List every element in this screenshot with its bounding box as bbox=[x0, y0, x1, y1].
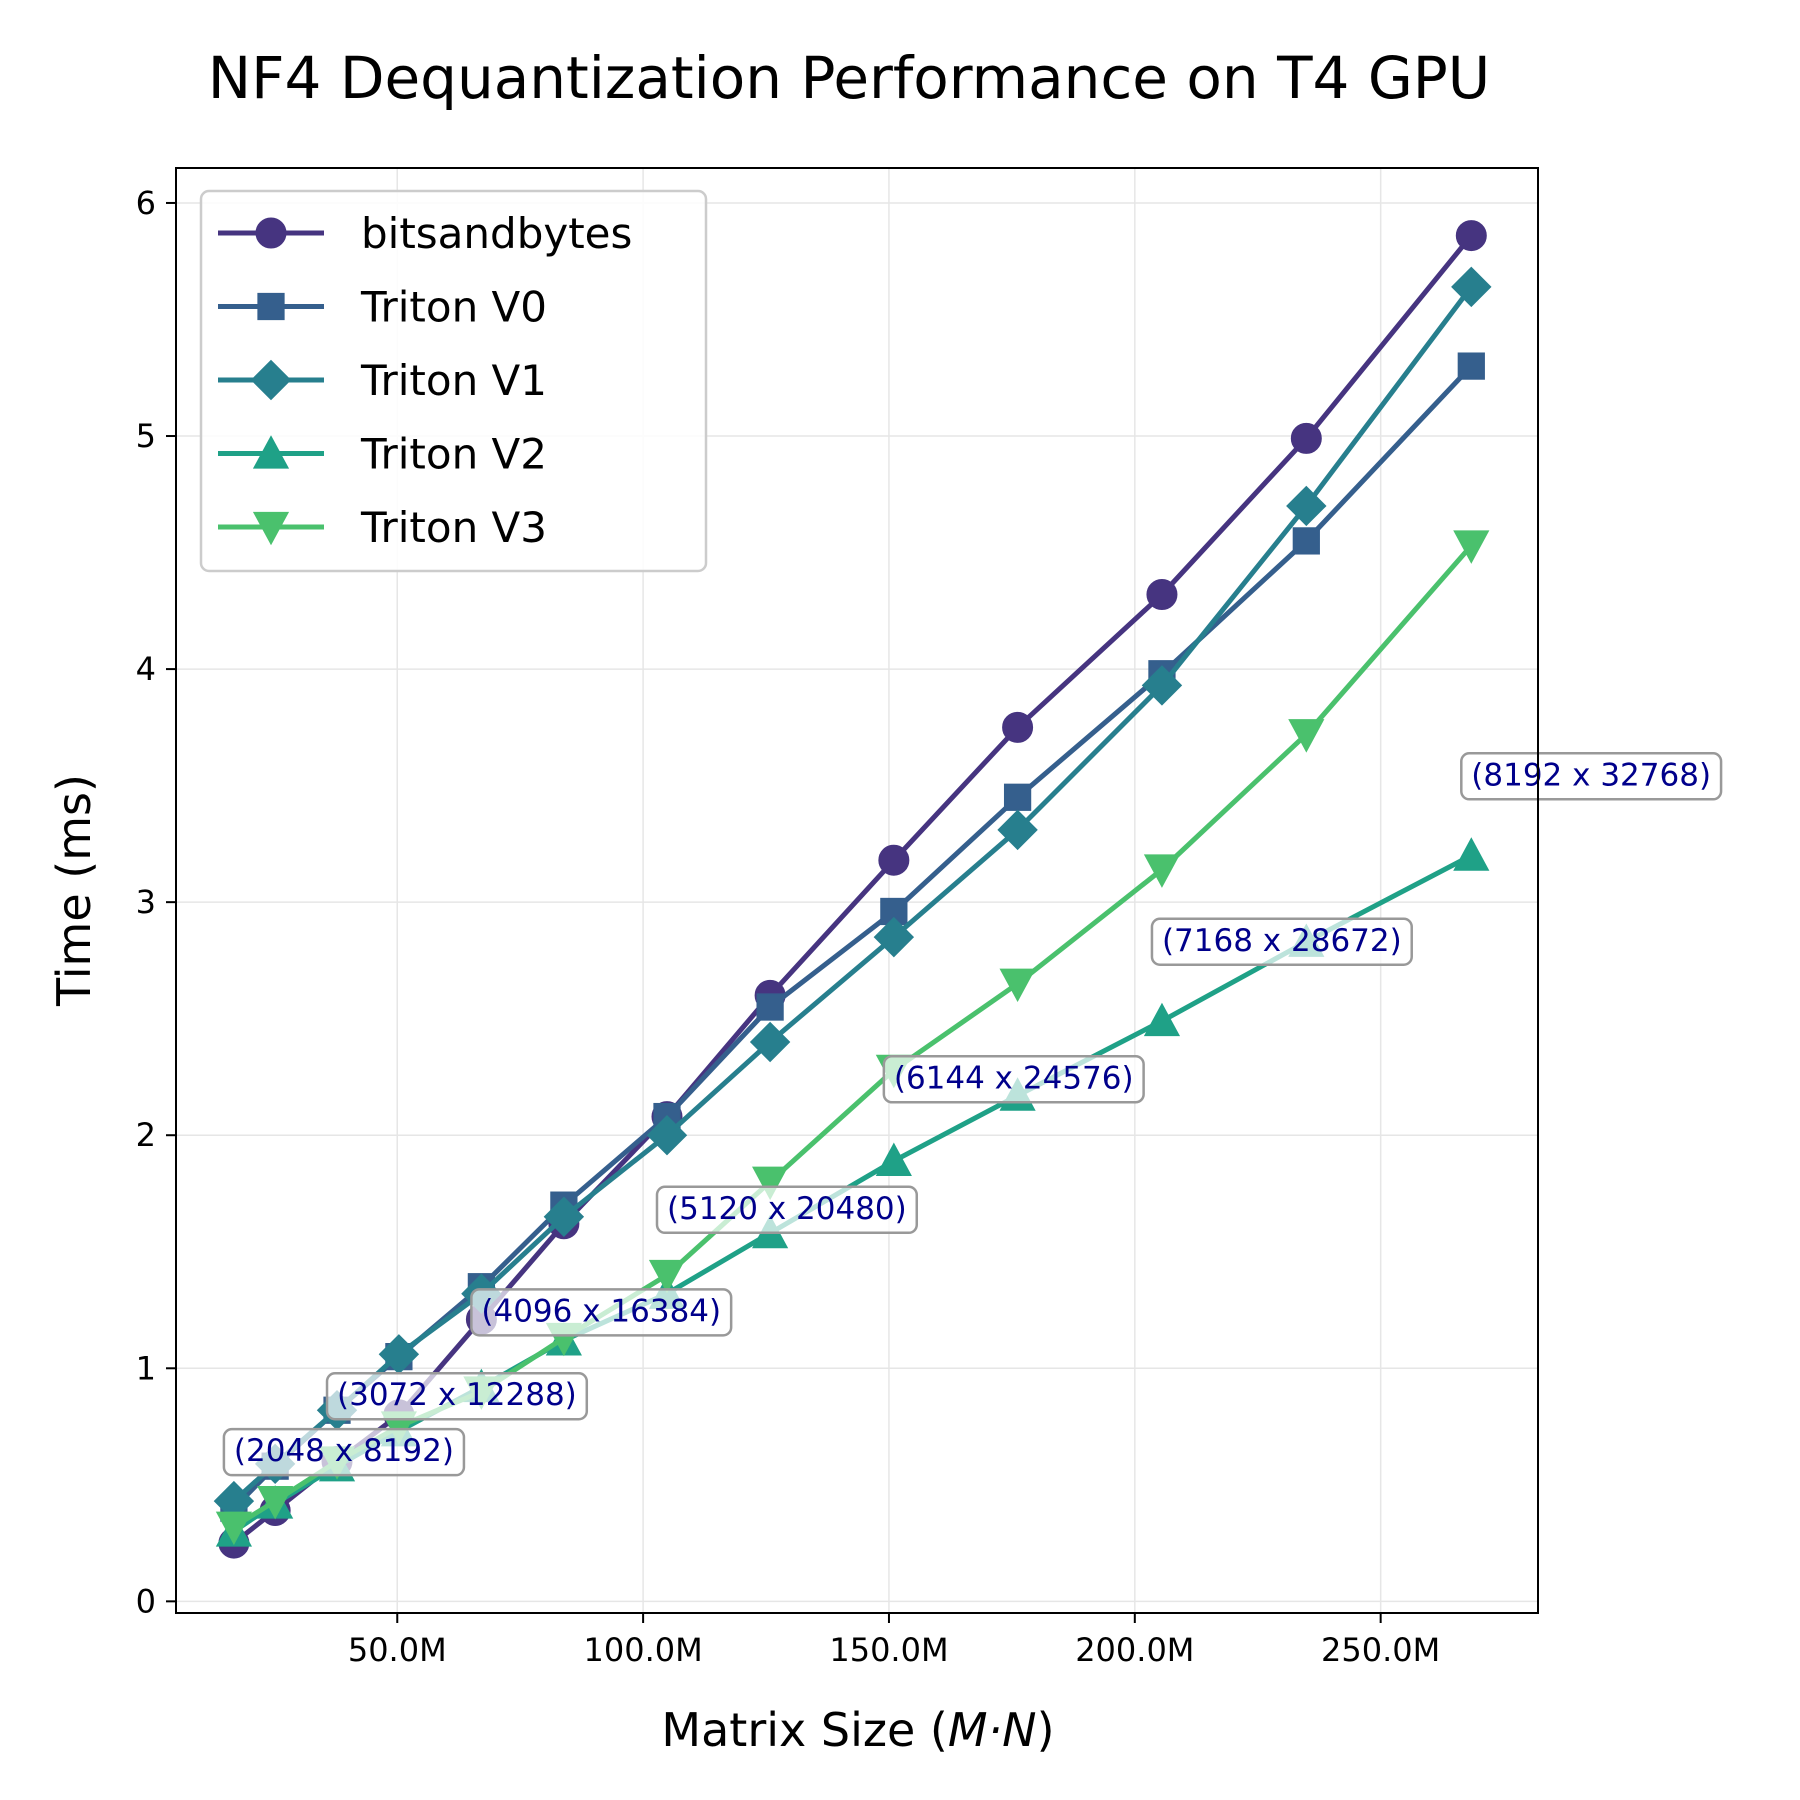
x-tick-label: 150.0M bbox=[829, 1631, 948, 1669]
annotation-box bbox=[325, 1371, 589, 1421]
y-tick-label: 6 bbox=[136, 184, 156, 222]
annotation: (2048 x 8192) bbox=[222, 1427, 466, 1477]
annotation: (4096 x 16384) bbox=[470, 1288, 733, 1337]
data-point bbox=[1292, 527, 1320, 555]
legend-marker bbox=[250, 359, 292, 401]
legend: bitsandbytes Triton V0 Triton V1 Triton V2 T… bbox=[199, 189, 708, 573]
legend-label: bitsandbytes bbox=[361, 209, 632, 258]
legend-marker bbox=[255, 217, 287, 249]
tick-layer: 50.0M 100.0M 150.0M 200.0M 250.0M 0 1 2 3 4 5 6 bbox=[136, 184, 1441, 1669]
legend-item: Triton V1 bbox=[218, 356, 547, 405]
data-point bbox=[1457, 352, 1485, 380]
plot-frame bbox=[175, 167, 1539, 1614]
legend-marker bbox=[252, 511, 290, 546]
legend-item: Triton V2 bbox=[218, 430, 547, 479]
annotation: (7168 x 28672) bbox=[1150, 917, 1413, 967]
annotation-box bbox=[1150, 917, 1413, 967]
annotation: (6144 x 24576) bbox=[882, 1055, 1145, 1104]
y-tick-label: 0 bbox=[136, 1582, 156, 1620]
legend-item: bitsandbytes bbox=[218, 209, 632, 258]
x-axis-label-math: M·N bbox=[948, 1703, 1037, 1757]
data-point bbox=[1146, 579, 1178, 611]
annotation-layer: (2048 x 8192) (3072 x 12288) (4096 x 16384… bbox=[222, 752, 1723, 1477]
data-point bbox=[1286, 485, 1327, 527]
chart-title: NF4 Dequantization Performance on T4 GPU bbox=[208, 44, 1491, 112]
data-point bbox=[875, 1142, 912, 1177]
data-point bbox=[1143, 1002, 1181, 1037]
data-point bbox=[752, 1166, 789, 1201]
data-point bbox=[1451, 266, 1492, 308]
data-point bbox=[1003, 783, 1032, 811]
annotation-box bbox=[1460, 752, 1723, 801]
annotation: (5120 x 20480) bbox=[655, 1185, 919, 1235]
legend-label: Triton V1 bbox=[360, 356, 547, 405]
annotation-box bbox=[655, 1185, 919, 1235]
y-tick-label: 5 bbox=[136, 417, 156, 455]
data-point bbox=[1288, 719, 1325, 753]
legend-marker bbox=[257, 292, 285, 321]
data-point bbox=[1455, 220, 1487, 252]
y-tick-label: 3 bbox=[136, 883, 156, 921]
data-point bbox=[1453, 837, 1490, 871]
data-point bbox=[215, 1511, 252, 1546]
x-tick-label: 50.0M bbox=[348, 1631, 447, 1669]
data-point bbox=[1453, 530, 1490, 564]
x-axis-label-suffix: ) bbox=[1037, 1703, 1055, 1757]
data-point bbox=[999, 968, 1036, 1003]
x-tick-label: 200.0M bbox=[1075, 1631, 1194, 1669]
data-point bbox=[646, 1115, 688, 1156]
data-point bbox=[1141, 665, 1183, 706]
annotation-label: (3072 x 12288) bbox=[337, 1377, 577, 1413]
y-axis-label: Time (ms) bbox=[47, 774, 101, 1007]
data-point bbox=[1290, 422, 1322, 454]
legend-label: Triton V0 bbox=[360, 283, 547, 332]
annotation-label: (8192 x 32768) bbox=[1471, 757, 1711, 793]
annotation-box bbox=[222, 1427, 466, 1477]
legend-label: Triton V3 bbox=[360, 503, 547, 552]
annotation-label: (7168 x 28672) bbox=[1162, 923, 1402, 959]
data-point bbox=[878, 844, 910, 876]
x-tick-label: 100.0M bbox=[584, 1631, 703, 1669]
annotation-label: (2048 x 8192) bbox=[234, 1433, 454, 1469]
data-point bbox=[873, 916, 915, 958]
y-tick-label: 2 bbox=[136, 1116, 156, 1154]
annotation-box bbox=[882, 1055, 1145, 1104]
legend-item: Triton V0 bbox=[218, 283, 547, 332]
x-tick-label: 250.0M bbox=[1321, 1631, 1440, 1669]
data-point bbox=[997, 809, 1038, 851]
data-point bbox=[756, 993, 784, 1021]
legend-marker bbox=[252, 435, 290, 469]
annotation: (3072 x 12288) bbox=[325, 1371, 589, 1421]
x-axis-label: Matrix Size (M·N) bbox=[661, 1703, 1054, 1757]
y-tick-label: 4 bbox=[136, 650, 156, 688]
legend-box bbox=[199, 189, 708, 573]
data-point bbox=[1002, 711, 1034, 743]
data-point bbox=[1143, 854, 1181, 888]
annotation-label: (6144 x 24576) bbox=[894, 1060, 1134, 1096]
legend-label: Triton V2 bbox=[360, 430, 547, 479]
data-point bbox=[648, 1259, 686, 1294]
x-axis-label-prefix: Matrix Size ( bbox=[661, 1703, 947, 1757]
annotation: (8192 x 32768) bbox=[1460, 752, 1723, 801]
y-tick-label: 1 bbox=[136, 1349, 156, 1387]
annotation-box bbox=[470, 1288, 733, 1337]
legend-item: Triton V3 bbox=[218, 503, 547, 552]
annotation-label: (4096 x 16384) bbox=[481, 1293, 721, 1329]
data-point bbox=[749, 1021, 791, 1063]
annotation-label: (5120 x 20480) bbox=[667, 1191, 907, 1227]
data-point bbox=[257, 1485, 294, 1520]
data-point bbox=[543, 1196, 585, 1237]
